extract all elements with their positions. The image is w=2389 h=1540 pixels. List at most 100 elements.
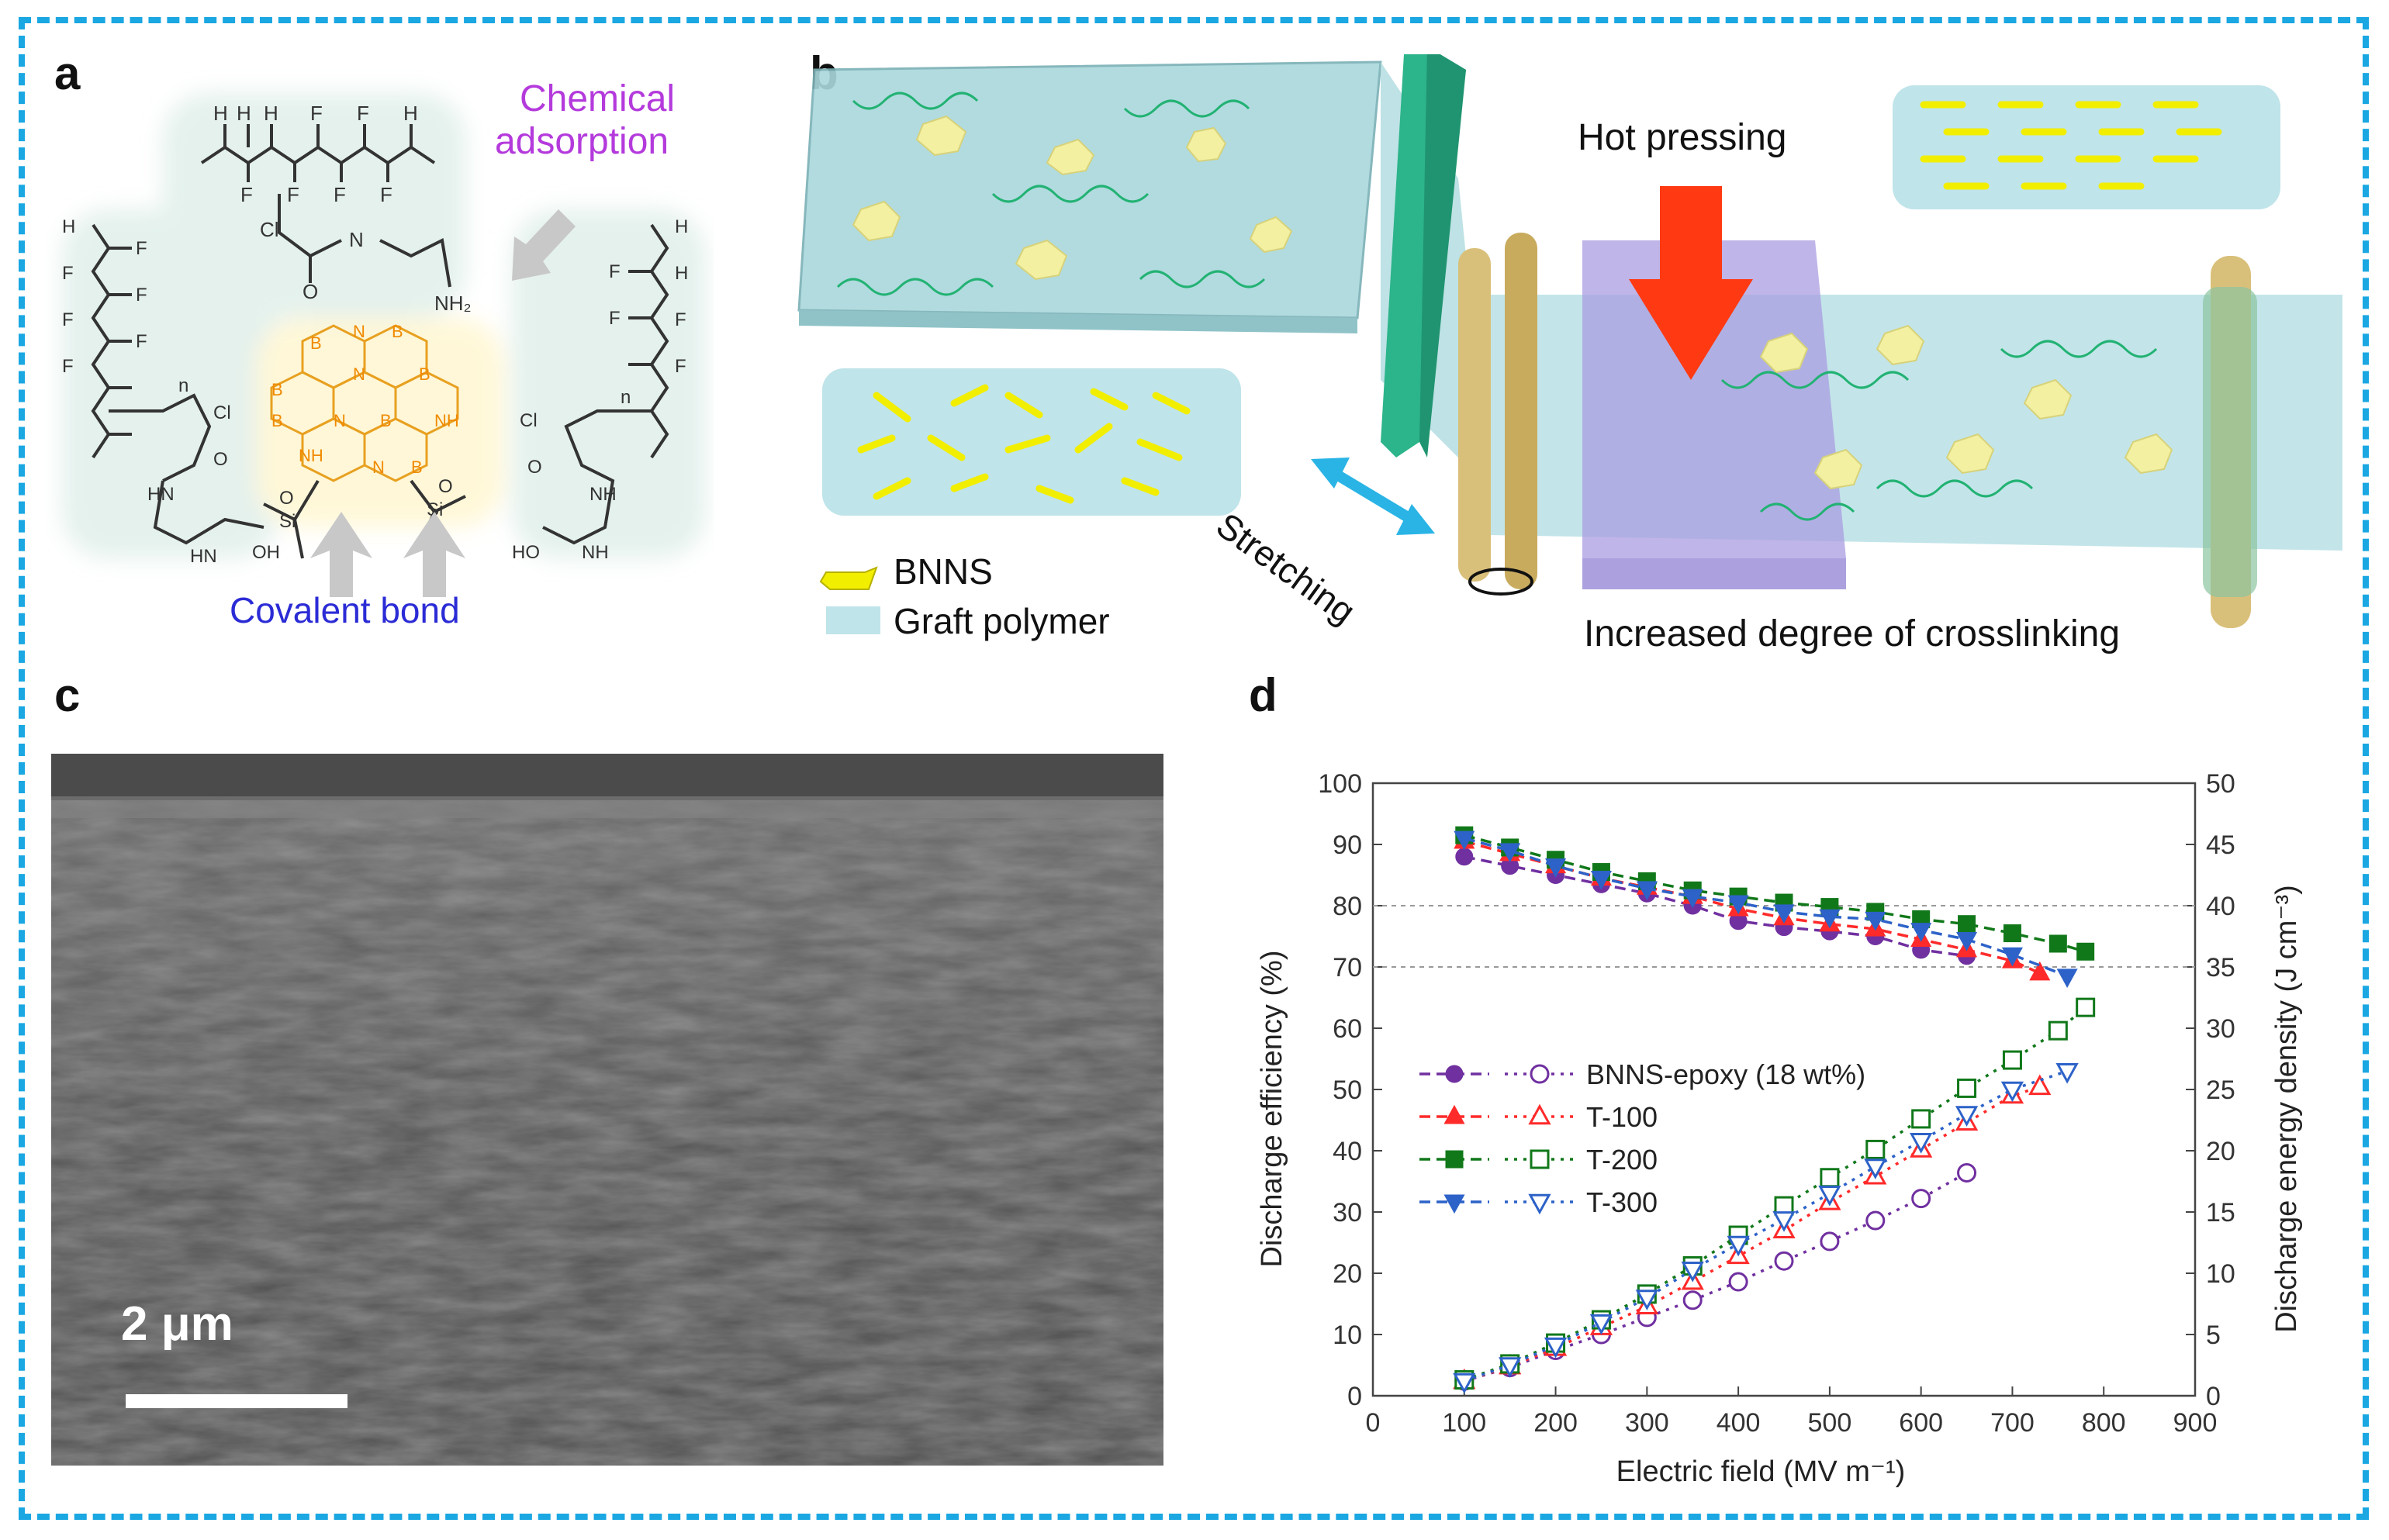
atom-f: F bbox=[62, 356, 74, 377]
energy-density-point bbox=[2002, 1050, 2022, 1070]
atom-nh: NH bbox=[434, 411, 459, 430]
gold-roller-pair bbox=[1458, 233, 1537, 596]
graft-polymer-chains bbox=[836, 92, 2158, 521]
x-tick-label: 100 bbox=[1442, 1408, 1486, 1438]
legend-marker-energy bbox=[1528, 1103, 1551, 1125]
energy-density-point bbox=[1818, 1186, 1841, 1207]
legend-graft-polymer-label: Graft polymer bbox=[894, 601, 1110, 641]
x-tick-label: 700 bbox=[1990, 1408, 2035, 1438]
energy-density-point bbox=[1499, 1357, 1522, 1378]
energy-density-point bbox=[1728, 1272, 1748, 1292]
efficiency-point bbox=[2001, 947, 2023, 967]
atom-cl: Cl bbox=[213, 402, 231, 423]
adsorption-arrow-icon bbox=[512, 209, 576, 281]
energy-density-point bbox=[1911, 1189, 1931, 1209]
atom-n: N bbox=[353, 364, 365, 384]
energy-density-point bbox=[1957, 1162, 1977, 1183]
y-right-tick-label: 5 bbox=[2206, 1321, 2221, 1350]
atom-cl: Cl bbox=[260, 218, 279, 241]
atom-o: O bbox=[303, 280, 318, 303]
subscript-n: n bbox=[178, 375, 188, 396]
panel-label-a: a bbox=[54, 47, 81, 99]
atom-f: F bbox=[310, 102, 323, 125]
legend-marker-energy bbox=[1530, 1149, 1550, 1169]
energy-density-point bbox=[1682, 1290, 1703, 1310]
legend-label: T-200 bbox=[1586, 1144, 1658, 1176]
efficiency-point bbox=[1819, 909, 1841, 929]
y-left-tick-label: 70 bbox=[1333, 953, 1362, 982]
chemical-adsorption-line1: Chemical bbox=[520, 78, 676, 119]
x-axis-label: Electric field (MV m⁻¹) bbox=[1616, 1455, 1906, 1488]
x-tick-label: 300 bbox=[1625, 1408, 1669, 1438]
y-right-tick-label: 35 bbox=[2206, 953, 2235, 982]
atom-f: F bbox=[240, 183, 253, 206]
efficiency-point bbox=[1454, 830, 1475, 851]
panel-d-chart: 0 100 200 300 400 500 600 700 800 900010203040506… bbox=[1256, 769, 2303, 1488]
energy-density-point bbox=[2028, 1074, 2052, 1096]
y-right-tick-label: 30 bbox=[2206, 1014, 2235, 1044]
crosslinking-label: Increased degree of crosslinking bbox=[1584, 613, 2121, 654]
atom-si: Si bbox=[427, 499, 443, 520]
efficiency-point bbox=[1773, 904, 1795, 924]
atom-f: F bbox=[357, 102, 369, 125]
energy-density-point bbox=[1910, 1133, 1933, 1154]
atom-h: H bbox=[237, 102, 251, 125]
atom-b: B bbox=[411, 458, 423, 477]
atom-f: F bbox=[609, 308, 621, 329]
y-right-tick-label: 40 bbox=[2206, 892, 2235, 921]
atom-b: B bbox=[271, 380, 283, 399]
y-right-tick-label: 45 bbox=[2206, 830, 2235, 860]
energy-density-point bbox=[1955, 1106, 1979, 1127]
energy-density-point bbox=[1820, 1231, 1840, 1252]
energy-density-point bbox=[1453, 1373, 1476, 1394]
top-polymer-chain bbox=[200, 124, 451, 288]
covalent-arrow-icon bbox=[403, 512, 465, 597]
energy-density-point bbox=[1544, 1337, 1568, 1359]
hot-pressing-arrow-icon bbox=[1629, 186, 1753, 380]
legend-label: T-300 bbox=[1586, 1186, 1658, 1218]
efficiency-point bbox=[1545, 858, 1567, 878]
efficiency-point bbox=[2056, 969, 2078, 988]
atom-o: O bbox=[213, 449, 228, 470]
x-tick-label: 500 bbox=[1808, 1408, 1852, 1438]
energy-density-point bbox=[1774, 1251, 1794, 1271]
efficiency-point bbox=[2029, 961, 2051, 981]
x-tick-label: 600 bbox=[1899, 1408, 1943, 1438]
graft-polymer-swatch-icon bbox=[826, 606, 880, 634]
atom-f: F bbox=[136, 331, 147, 352]
atom-nh: NH bbox=[299, 446, 323, 465]
sem-image: 2 μm bbox=[51, 754, 1163, 1466]
legend-marker-efficiency bbox=[1445, 1150, 1464, 1169]
legend-marker-energy bbox=[1528, 1193, 1551, 1215]
y-left-tick-label: 80 bbox=[1333, 892, 1362, 921]
atom-nh: NH bbox=[589, 484, 617, 505]
atom-f: F bbox=[334, 183, 346, 206]
x-tick-label: 800 bbox=[2082, 1408, 2126, 1438]
atom-si: Si bbox=[279, 511, 296, 532]
atom-f: F bbox=[380, 183, 392, 206]
legend-marker-efficiency bbox=[1443, 1194, 1465, 1214]
efficiency-line bbox=[1464, 855, 1967, 958]
stretching-arrow-icon bbox=[1311, 458, 1435, 535]
subscript-n: n bbox=[621, 387, 631, 408]
y-right-tick-label: 20 bbox=[2206, 1137, 2235, 1166]
y-left-tick-label: 30 bbox=[1333, 1198, 1362, 1228]
atom-hn: HN bbox=[190, 546, 217, 567]
chart-series bbox=[1453, 826, 2096, 1394]
y-left-tick-label: 40 bbox=[1333, 1137, 1362, 1166]
chemical-adsorption-line2: adsorption bbox=[494, 121, 669, 162]
atom-o: O bbox=[438, 476, 453, 497]
y-left-tick-label: 100 bbox=[1318, 769, 1362, 799]
energy-density-point bbox=[1589, 1314, 1613, 1335]
panel-label-d: d bbox=[1249, 669, 1277, 721]
y-right-tick-label: 0 bbox=[2206, 1382, 2221, 1411]
atom-ho: HO bbox=[512, 542, 540, 563]
atom-f: F bbox=[62, 263, 74, 284]
energy-density-point bbox=[1820, 1168, 1840, 1188]
atom-b: B bbox=[392, 322, 403, 341]
atom-cl: Cl bbox=[520, 410, 538, 431]
energy-density-point bbox=[2048, 1020, 2068, 1041]
chart-axes: 0 100 200 300 400 500 600 700 800 900010203040506… bbox=[1318, 769, 2235, 1438]
covalent-bond-label: Covalent bond bbox=[230, 590, 460, 630]
atom-b: B bbox=[419, 364, 430, 384]
